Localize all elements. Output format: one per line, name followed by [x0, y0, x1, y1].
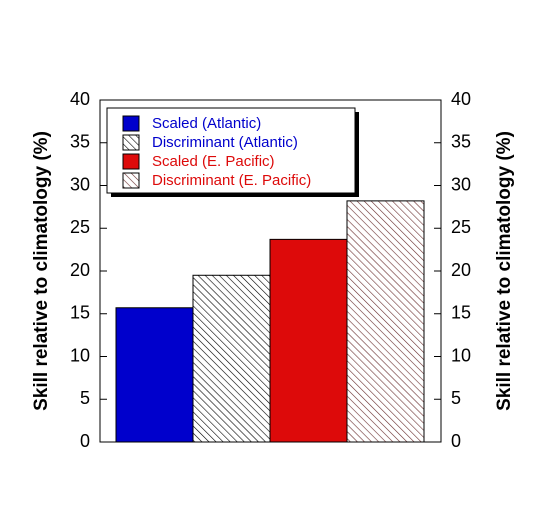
- y-tick-label: 35: [70, 132, 90, 152]
- legend-label: Scaled (E. Pacific): [152, 153, 275, 170]
- legend-label: Discriminant (E. Pacific): [152, 172, 311, 189]
- legend-label: Discriminant (Atlantic): [152, 134, 298, 151]
- y-tick-label: 15: [70, 303, 90, 323]
- y-tick-label: 5: [80, 388, 90, 408]
- y-tick-label: 20: [70, 260, 90, 280]
- y2-tick-label: 5: [451, 388, 461, 408]
- legend-label: Scaled (Atlantic): [152, 115, 261, 132]
- bar: [115, 307, 194, 443]
- bar: [269, 238, 348, 443]
- y2-tick-label: 35: [451, 132, 471, 152]
- y-tick-label: 40: [70, 89, 90, 109]
- y-tick-label: 30: [70, 174, 90, 194]
- bar: [346, 200, 425, 443]
- y2-tick-label: 10: [451, 345, 471, 365]
- y2-axis-label: Skill relative to climatology (%): [494, 131, 515, 411]
- legend-swatch: [122, 172, 140, 189]
- y2-tick-label: 30: [451, 174, 471, 194]
- y2-tick-label: 0: [451, 431, 461, 451]
- y-tick-label: 25: [70, 217, 90, 237]
- y-tick-label: 10: [70, 345, 90, 365]
- y2-tick-label: 15: [451, 303, 471, 323]
- y2-tick-label: 40: [451, 89, 471, 109]
- legend-swatch: [122, 153, 140, 170]
- legend-swatch: [122, 134, 140, 151]
- legend-swatch: [122, 115, 140, 132]
- legend-box: [106, 107, 356, 194]
- y2-tick-label: 25: [451, 217, 471, 237]
- y-axis-label: Skill relative to climatology (%): [31, 131, 52, 411]
- y-tick-label: 0: [80, 431, 90, 451]
- y2-tick-label: 20: [451, 260, 471, 280]
- bar: [192, 274, 271, 443]
